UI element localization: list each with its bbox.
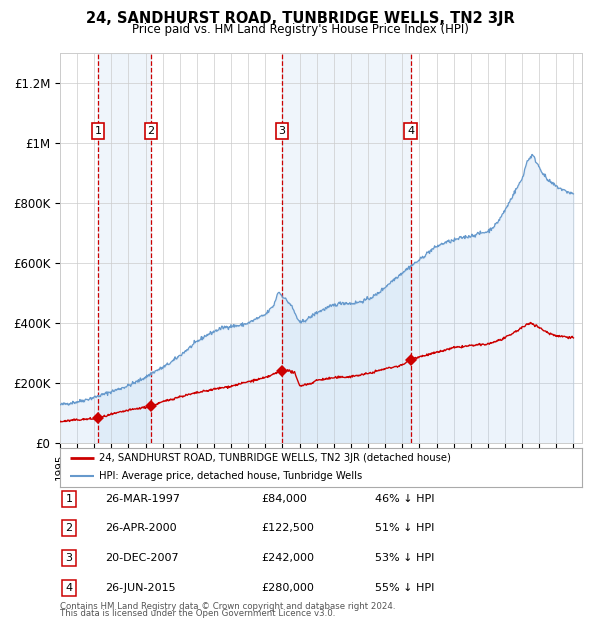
Text: 51% ↓ HPI: 51% ↓ HPI [375,523,434,533]
Text: 46% ↓ HPI: 46% ↓ HPI [375,494,434,504]
Text: 55% ↓ HPI: 55% ↓ HPI [375,583,434,593]
Text: 24, SANDHURST ROAD, TUNBRIDGE WELLS, TN2 3JR: 24, SANDHURST ROAD, TUNBRIDGE WELLS, TN2… [86,11,514,26]
Text: 1: 1 [65,494,73,504]
Text: 4: 4 [65,583,73,593]
Text: This data is licensed under the Open Government Licence v3.0.: This data is licensed under the Open Gov… [60,609,335,618]
Text: 1: 1 [95,126,101,136]
Text: 4: 4 [407,126,414,136]
Text: £280,000: £280,000 [261,583,314,593]
Text: £122,500: £122,500 [261,523,314,533]
Text: £84,000: £84,000 [261,494,307,504]
Text: 24, SANDHURST ROAD, TUNBRIDGE WELLS, TN2 3JR (detached house): 24, SANDHURST ROAD, TUNBRIDGE WELLS, TN2… [99,453,451,463]
Text: 26-JUN-2015: 26-JUN-2015 [105,583,176,593]
Text: 26-MAR-1997: 26-MAR-1997 [105,494,180,504]
Text: 3: 3 [278,126,286,136]
Text: Contains HM Land Registry data © Crown copyright and database right 2024.: Contains HM Land Registry data © Crown c… [60,602,395,611]
Text: 2: 2 [148,126,155,136]
Text: 26-APR-2000: 26-APR-2000 [105,523,176,533]
Text: 2: 2 [65,523,73,533]
Text: HPI: Average price, detached house, Tunbridge Wells: HPI: Average price, detached house, Tunb… [99,471,362,481]
Bar [98,53,151,443]
Bar [282,53,410,443]
Text: Price paid vs. HM Land Registry's House Price Index (HPI): Price paid vs. HM Land Registry's House … [131,23,469,36]
Text: 3: 3 [65,553,73,563]
Text: £242,000: £242,000 [261,553,314,563]
Text: 20-DEC-2007: 20-DEC-2007 [105,553,179,563]
Text: 53% ↓ HPI: 53% ↓ HPI [375,553,434,563]
